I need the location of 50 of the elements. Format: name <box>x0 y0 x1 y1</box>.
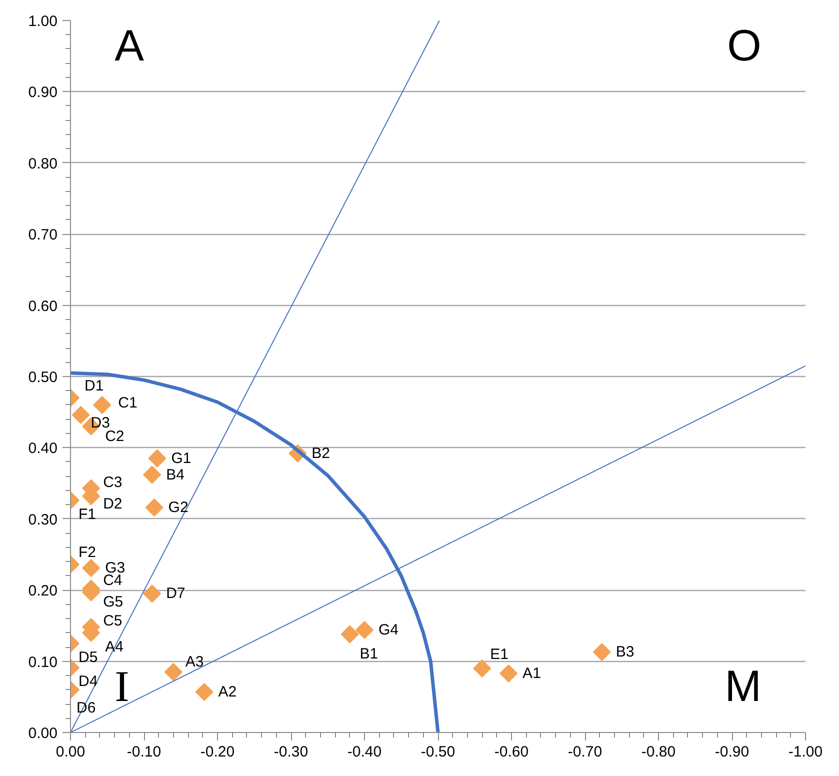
y-tick-label: 0.30 <box>28 511 58 528</box>
annotation: C2 <box>105 428 124 445</box>
y-tick-label: 0.60 <box>28 298 58 315</box>
annotation: A1 <box>522 664 541 682</box>
x-tick-label: 0.00 <box>56 744 86 760</box>
annotation: D2 <box>103 496 122 513</box>
annotation: B2 <box>312 444 330 462</box>
y-tick-label: 1.00 <box>28 13 58 30</box>
annotation: G5 <box>103 594 124 611</box>
annotation: C1 <box>118 394 138 412</box>
y-tick-label: 0.20 <box>28 582 58 600</box>
annotation: C3 <box>103 474 122 491</box>
annotation: B1 <box>360 646 378 663</box>
y-tick-label: 0.40 <box>28 440 58 458</box>
annotation: O <box>727 21 762 70</box>
y-tick-label: 0.90 <box>28 84 58 102</box>
annotation: E1 <box>490 646 508 663</box>
x-tick-label: -0.20 <box>200 744 235 760</box>
annotation: G1 <box>171 450 192 467</box>
x-tick-label: -0.60 <box>494 744 529 760</box>
annotation: A2 <box>218 683 237 700</box>
annotation: D7 <box>166 585 186 602</box>
x-tick-label: -0.80 <box>641 744 676 760</box>
annotation: D1 <box>84 377 104 394</box>
annotation: F2 <box>78 544 96 561</box>
y-tick-label: 0.00 <box>28 725 58 742</box>
x-tick-label: -0.90 <box>714 744 750 760</box>
x-tick-label: -0.70 <box>568 744 602 760</box>
annotation: I <box>114 662 130 712</box>
annotation: D4 <box>78 673 98 690</box>
x-tick-label: -0.10 <box>126 744 162 760</box>
annotation: A3 <box>185 653 204 670</box>
y-tick-label: 0.80 <box>28 155 58 172</box>
x-tick-label: -0.50 <box>420 744 456 760</box>
annotation: C5 <box>103 612 122 630</box>
annotation: D5 <box>78 649 98 666</box>
x-tick-label: -1.00 <box>788 744 823 760</box>
annotation: C4 <box>103 572 122 590</box>
y-tick-label: 0.70 <box>28 226 58 244</box>
x-tick-label: -0.40 <box>347 744 382 760</box>
annotation: A <box>114 21 145 70</box>
y-tick-label: 0.50 <box>28 369 58 386</box>
y-tick-label: 0.10 <box>28 654 58 671</box>
annotation: G2 <box>168 499 188 516</box>
x-tick-label: -0.30 <box>274 744 308 760</box>
annotation: B4 <box>166 466 184 484</box>
annotation: F1 <box>78 506 96 523</box>
annotation: B3 <box>616 644 634 661</box>
annotation: G4 <box>378 621 399 638</box>
annotation: M <box>724 662 762 712</box>
